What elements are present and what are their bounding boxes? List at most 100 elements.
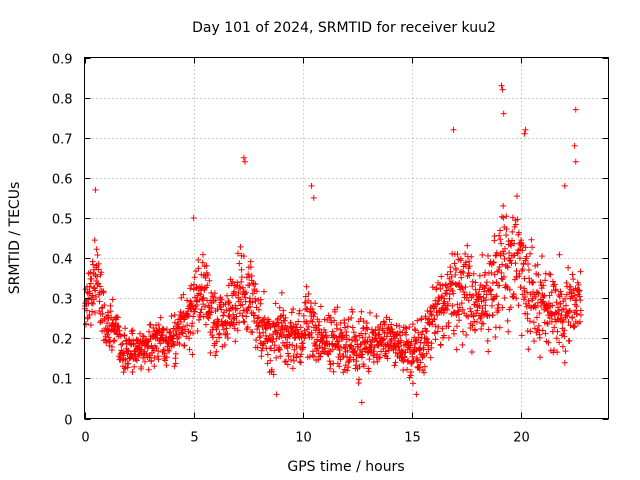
data-point	[353, 358, 360, 365]
data-point	[92, 287, 99, 294]
data-point	[277, 329, 284, 336]
data-point	[532, 262, 539, 269]
data-point	[317, 353, 324, 360]
data-point	[196, 297, 203, 304]
data-point	[548, 289, 555, 296]
data-point	[561, 333, 568, 340]
data-point	[373, 335, 380, 342]
data-point	[190, 313, 197, 320]
data-point	[451, 260, 458, 267]
data-point	[444, 271, 451, 278]
data-point	[447, 268, 454, 275]
data-point	[483, 279, 490, 286]
y-tick-label: 0.1	[52, 373, 73, 388]
data-point	[356, 363, 363, 370]
data-point	[534, 261, 541, 268]
data-point	[396, 322, 403, 329]
data-points	[81, 82, 584, 406]
data-point	[218, 296, 225, 303]
data-point	[276, 333, 283, 340]
data-point	[454, 307, 461, 314]
data-point	[202, 274, 209, 281]
y-axis-title: SRMTID / TECUs	[7, 182, 23, 295]
data-point	[437, 341, 444, 348]
data-point	[532, 293, 539, 300]
data-point	[241, 158, 248, 165]
data-point	[460, 328, 467, 335]
data-point	[409, 353, 416, 360]
data-point	[89, 308, 96, 315]
data-point	[411, 326, 418, 333]
data-point	[104, 327, 111, 334]
data-point	[267, 357, 274, 364]
data-point	[358, 354, 365, 361]
data-point	[295, 333, 302, 340]
data-point	[424, 336, 431, 343]
data-point	[155, 356, 162, 363]
y-tick-label: 0.6	[52, 173, 73, 188]
data-point	[329, 328, 336, 335]
data-point	[516, 270, 523, 277]
data-point	[556, 339, 563, 346]
data-point	[434, 300, 441, 307]
data-point	[389, 329, 396, 336]
data-point	[170, 338, 177, 345]
data-point	[561, 327, 568, 334]
data-point	[498, 240, 505, 247]
data-point	[397, 337, 404, 344]
data-point	[418, 331, 425, 338]
data-point	[122, 356, 129, 363]
data-point	[221, 320, 228, 327]
data-point	[308, 182, 315, 189]
data-point	[371, 344, 378, 351]
data-point	[454, 301, 461, 308]
data-point	[506, 286, 513, 293]
data-point	[366, 334, 373, 341]
data-point	[323, 332, 330, 339]
data-point	[472, 327, 479, 334]
data-point	[198, 306, 205, 313]
data-point	[194, 327, 201, 334]
data-point	[498, 269, 505, 276]
data-point	[91, 237, 98, 244]
data-point	[275, 319, 282, 326]
data-point	[260, 329, 267, 336]
data-point	[138, 346, 145, 353]
data-point	[110, 338, 117, 345]
data-point	[576, 293, 583, 300]
data-point	[462, 284, 469, 291]
data-point	[252, 298, 259, 305]
data-point	[525, 261, 532, 268]
data-point	[421, 363, 428, 370]
data-point	[467, 305, 474, 312]
data-point	[185, 312, 192, 319]
data-point	[312, 300, 319, 307]
data-point	[557, 288, 564, 295]
data-point	[479, 305, 486, 312]
data-point	[569, 271, 576, 278]
data-point	[551, 281, 558, 288]
data-point	[376, 354, 383, 361]
data-point	[197, 309, 204, 316]
data-point	[89, 258, 96, 265]
data-point	[362, 330, 369, 337]
data-point	[522, 126, 529, 133]
data-point	[240, 154, 247, 161]
data-point	[359, 334, 366, 341]
data-point	[287, 332, 294, 339]
data-point	[481, 288, 488, 295]
data-point	[531, 338, 538, 345]
data-point	[348, 315, 355, 322]
data-point	[401, 356, 408, 363]
data-point	[333, 334, 340, 341]
data-point	[551, 347, 558, 354]
data-point	[528, 236, 535, 243]
data-point	[213, 326, 220, 333]
data-point	[483, 311, 490, 318]
data-point	[499, 86, 506, 93]
data-point	[199, 251, 206, 258]
data-point	[91, 309, 98, 316]
data-point	[212, 352, 219, 359]
data-point	[357, 315, 364, 322]
data-point	[225, 300, 232, 307]
